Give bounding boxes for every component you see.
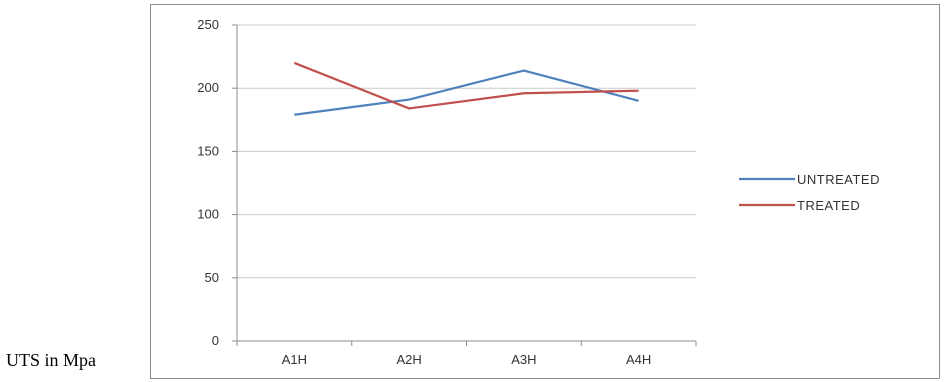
y-tick-label: 50 [205,270,219,285]
legend-label-treated: TREATED [797,198,860,213]
y-tick-label: 250 [197,17,219,32]
legend-label-untreated: UNTREATED [797,172,880,187]
x-tick-label-a3h: A3H [511,352,536,367]
x-tick-label-a2h: A2H [396,352,421,367]
series-line-treated [293,61,639,110]
y-axis-side-label: UTS in Mpa [6,350,96,370]
y-tick-label: 0 [212,333,219,348]
y-tick-label: 200 [197,80,219,95]
x-tick-label-a1h: A1H [282,352,307,367]
y-tick-label: 150 [197,143,219,158]
series-line-untreated [294,69,639,116]
chart-frame: 0 50 100 150 200 250 A1H A2H A3H A4H UNTREATED TR… [150,4,940,379]
line-chart: 0 50 100 150 200 250 A1H A2H A3H A4H UNTREATED TR… [197,17,880,367]
y-tick-label: 100 [197,207,219,222]
x-tick-label-a4h: A4H [626,352,651,367]
